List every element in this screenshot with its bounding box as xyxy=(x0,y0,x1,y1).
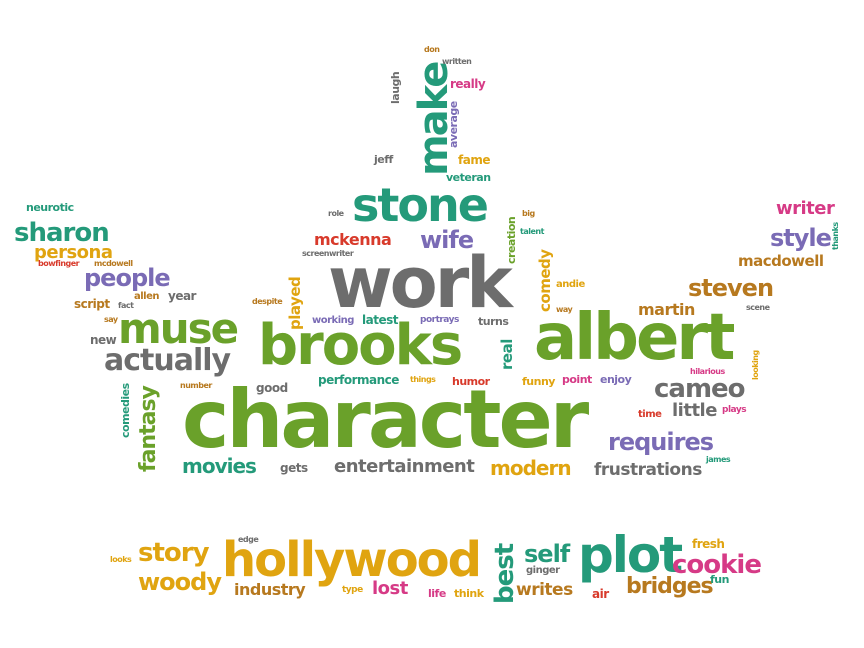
word-martin: martin xyxy=(638,300,695,319)
word-screenwriter: screenwriter xyxy=(302,249,354,258)
word-brooks: brooks xyxy=(258,313,463,378)
word-bowfinger: bowfinger xyxy=(38,259,80,268)
word-actually: actually xyxy=(104,343,231,378)
word-point: point xyxy=(562,373,592,386)
word-stone: stone xyxy=(352,178,489,232)
word-air: air xyxy=(592,587,609,601)
word-fresh: fresh xyxy=(692,537,725,551)
word-say: say xyxy=(104,315,118,324)
word-performance: performance xyxy=(318,373,399,387)
word-modern: modern xyxy=(490,456,572,480)
word-new: new xyxy=(90,333,117,347)
word-played: played xyxy=(286,276,304,330)
word-way: way xyxy=(556,305,573,314)
word-andie: andie xyxy=(556,279,585,290)
word-latest: latest xyxy=(362,313,398,327)
word-comedies: comedies xyxy=(119,383,132,438)
word-self: self xyxy=(524,540,570,568)
word-cookie: cookie xyxy=(672,550,762,580)
word-enjoy: enjoy xyxy=(600,373,632,386)
word-fact: fact xyxy=(118,301,134,310)
word-style: style xyxy=(770,224,832,252)
word-lost: lost xyxy=(372,578,408,599)
word-year: year xyxy=(168,289,196,303)
word-turns: turns xyxy=(478,315,509,328)
word-talent: talent xyxy=(520,227,544,236)
word-time: time xyxy=(638,409,662,420)
word-humor: humor xyxy=(452,375,490,388)
word-frustrations: frustrations xyxy=(594,460,702,480)
word-role: role xyxy=(328,209,344,218)
word-steven: steven xyxy=(688,274,774,302)
word-wife: wife xyxy=(420,226,474,254)
word-comedy: comedy xyxy=(536,249,554,312)
word-fantasy: fantasy xyxy=(136,386,161,472)
word-looks: looks xyxy=(110,555,132,564)
word-thanks: thanks xyxy=(831,222,840,250)
word-industry: industry xyxy=(234,580,306,599)
word-number: number xyxy=(180,381,212,390)
word-don: don xyxy=(424,45,440,54)
word-really: really xyxy=(450,77,486,91)
word-big: big xyxy=(522,209,535,218)
word-allen: allen xyxy=(134,291,160,302)
word-hollywood: hollywood xyxy=(222,532,482,588)
word-looking: looking xyxy=(751,350,760,380)
word-despite: despite xyxy=(252,297,283,306)
word-jeff: jeff xyxy=(374,153,393,166)
word-average: average xyxy=(447,101,460,148)
word-real: real xyxy=(498,339,516,370)
word-plot: plot xyxy=(578,526,683,584)
word-work: work xyxy=(328,242,513,324)
word-plays: plays xyxy=(722,405,747,415)
word-laugh: laugh xyxy=(389,71,402,104)
word-persona: persona xyxy=(34,242,113,263)
word-best: best xyxy=(490,543,520,604)
word-requires: requires xyxy=(608,428,714,456)
word-portrays: portrays xyxy=(420,315,459,325)
word-veteran: veteran xyxy=(446,171,491,184)
word-funny: funny xyxy=(522,375,555,388)
word-bridges: bridges xyxy=(626,574,714,599)
word-macdowell: macdowell xyxy=(738,252,824,270)
word-good: good xyxy=(256,381,288,395)
word-writes: writes xyxy=(516,580,573,600)
word-sharon: sharon xyxy=(14,218,110,248)
word-woody: woody xyxy=(138,568,222,596)
word-fame: fame xyxy=(458,153,490,167)
word-writer: writer xyxy=(776,198,835,219)
word-people: people xyxy=(84,264,171,292)
word-mcdowell: mcdowell xyxy=(94,259,133,268)
word-little: little xyxy=(672,400,717,421)
word-hilarious: hilarious xyxy=(690,367,725,376)
word-albert: albert xyxy=(534,301,735,375)
word-working: working xyxy=(312,315,354,326)
word-ginger: ginger xyxy=(526,565,560,576)
word-script: script xyxy=(74,297,110,311)
word-cameo: cameo xyxy=(654,374,746,404)
word-written: written xyxy=(442,57,472,66)
word-life: life xyxy=(428,587,446,600)
word-story: story xyxy=(138,538,210,568)
word-mckenna: mckenna xyxy=(314,230,392,249)
word-creation: creation xyxy=(505,216,518,264)
word-james: james xyxy=(706,455,731,464)
word-gets: gets xyxy=(280,461,308,475)
word-entertainment: entertainment xyxy=(334,456,475,477)
word-things: things xyxy=(410,375,436,384)
word-movies: movies xyxy=(182,454,257,478)
word-scene: scene xyxy=(746,303,770,312)
word-neurotic: neurotic xyxy=(26,201,74,214)
word-type: type xyxy=(342,585,363,595)
word-character: character xyxy=(182,373,589,466)
word-muse: muse xyxy=(118,304,239,353)
word-edge: edge xyxy=(238,535,259,544)
word-think: think xyxy=(454,587,484,600)
word-fun: fun xyxy=(710,573,729,586)
